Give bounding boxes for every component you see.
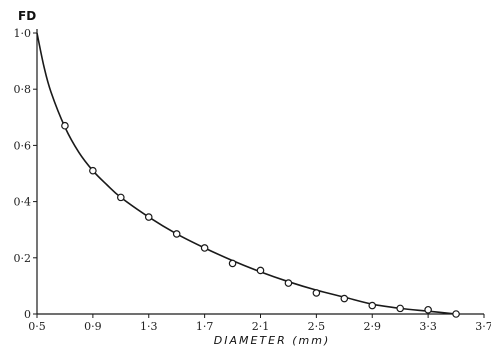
markers-layer (61, 121, 460, 318)
x-tick-label: 0·5 (28, 320, 46, 333)
x-tick-label: 3·7 (475, 320, 491, 333)
y-tick-label: 0·2 (14, 252, 32, 265)
x-ticks: 0·5 0·9 1·3 1·7 2·1 2·5 2·9 3·3 3·7 (28, 314, 491, 333)
y-tick-label: 1·0 (14, 27, 32, 40)
data-point (172, 230, 181, 238)
x-tick-label: 2·1 (252, 320, 270, 333)
data-point (312, 289, 321, 297)
data-point (200, 244, 209, 252)
y-tick-label: 0·4 (14, 196, 32, 209)
data-point (256, 266, 265, 275)
y-axis-title: FD (18, 9, 36, 23)
x-tick-label: 0·9 (84, 320, 102, 333)
data-point (61, 121, 69, 130)
x-axis-title: DIAMETER (mm) (214, 334, 331, 347)
x-tick-label: 2·5 (308, 320, 326, 333)
x-tick-label: 2·9 (364, 320, 382, 333)
x-tick-label: 3·3 (419, 320, 437, 333)
data-point (284, 279, 293, 287)
y-tick-label: 0 (24, 308, 31, 321)
fitted-curve (36, 32, 457, 315)
y-tick-label: 0·6 (14, 139, 32, 152)
data-point (396, 304, 404, 313)
data-point (340, 294, 349, 303)
y-ticks: 0 0·2 0·4 0·6 0·8 1·0 (14, 27, 37, 321)
data-point (89, 166, 97, 175)
data-point (424, 305, 432, 314)
x-tick-label: 1·7 (196, 320, 214, 333)
curve-layer (36, 32, 457, 315)
data-point (228, 259, 237, 268)
x-tick-label: 1·3 (140, 320, 158, 333)
data-point (117, 193, 125, 202)
y-tick-label: 0·8 (14, 83, 32, 96)
data-point (368, 301, 377, 310)
data-point (144, 213, 153, 221)
data-point (452, 310, 460, 318)
